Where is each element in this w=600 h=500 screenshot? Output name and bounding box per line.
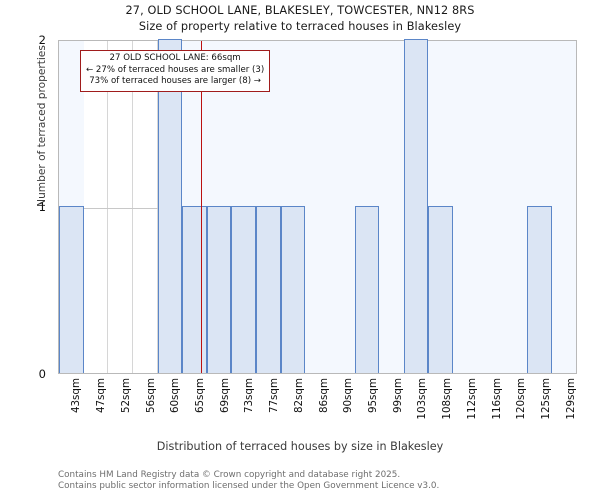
x-axis-tick-label: 47sqm [95, 378, 108, 414]
x-axis-tick: 52sqm [107, 378, 132, 434]
x-axis-tick: 56sqm [132, 378, 157, 434]
histogram-bar [256, 206, 281, 373]
histogram-bar [182, 206, 207, 373]
histogram-bin [551, 41, 577, 373]
x-axis-tick: 82sqm [280, 378, 305, 434]
bin-background-shade [502, 41, 527, 373]
x-axis-tick-label: 108sqm [441, 378, 454, 420]
x-axis-tick: 103sqm [404, 378, 429, 434]
annotation-line-2: ← 27% of terraced houses are smaller (3) [86, 64, 265, 75]
histogram-bar [428, 206, 453, 373]
histogram-bin [477, 41, 503, 373]
x-axis-tick-label: 103sqm [416, 378, 429, 420]
histogram-bin [231, 41, 256, 373]
histogram-bin [453, 41, 478, 373]
x-axis-tick: 116sqm [478, 378, 503, 434]
x-axis-tick: 60sqm [157, 378, 182, 434]
bin-background-shade [477, 41, 503, 373]
footer-line-1: Contains HM Land Registry data © Crown c… [58, 470, 401, 480]
histogram-bin [502, 41, 527, 373]
x-axis-tick-label: 129sqm [564, 378, 577, 420]
histogram-bin [305, 41, 330, 373]
x-axis-tick-labels: 43sqm 47sqm 52sqm 56sqm 60sqm 65sqm 69sqm 73sqm… [58, 378, 577, 434]
x-axis-tick: 129sqm [552, 378, 577, 434]
histogram-bar [206, 206, 232, 373]
x-axis-tick: 47sqm [83, 378, 108, 434]
page-subtitle: Size of property relative to terraced ho… [138, 20, 462, 33]
x-axis-tick-label: 43sqm [70, 378, 83, 414]
x-axis-tick-label: 120sqm [515, 378, 528, 420]
page-title: 27, OLD SCHOOL LANE, BLAKESLEY, TOWCESTE… [125, 4, 475, 17]
histogram-bin [354, 41, 380, 373]
histogram-bar [526, 206, 552, 373]
y-axis-tick: 1 [38, 200, 46, 214]
x-axis-tick: 73sqm [231, 378, 256, 434]
x-axis-tick: 90sqm [330, 378, 355, 434]
x-axis-tick: 120sqm [503, 378, 528, 434]
x-axis-tick-label: 125sqm [540, 378, 553, 420]
histogram-bin [526, 41, 552, 373]
histogram-bar [403, 39, 429, 373]
x-axis-tick-label: 90sqm [342, 378, 355, 414]
histogram-bin [206, 41, 232, 373]
plot-area [58, 39, 577, 374]
footer-line-2: Contains public sector information licen… [58, 481, 440, 491]
attribution-footer: Contains HM Land Registry data © Crown c… [58, 470, 598, 492]
histogram-bin [329, 41, 355, 373]
x-axis-tick: 95sqm [355, 378, 380, 434]
x-axis-tick-label: 112sqm [465, 378, 478, 420]
histogram-bin [428, 41, 453, 373]
x-axis-tick: 77sqm [256, 378, 281, 434]
x-axis-tick: 69sqm [206, 378, 231, 434]
x-axis-tick-label: 77sqm [268, 378, 281, 414]
x-axis-tick-label: 73sqm [243, 378, 256, 414]
bin-background-shade [453, 41, 478, 373]
highlight-annotation: 27 OLD SCHOOL LANE: 66sqm ← 27% of terra… [80, 50, 271, 92]
x-axis-tick: 99sqm [379, 378, 404, 434]
x-axis-tick-label: 86sqm [317, 378, 330, 414]
x-axis-tick-label: 116sqm [490, 378, 503, 420]
bin-background-shade [551, 41, 577, 373]
x-axis-tick: 65sqm [182, 378, 207, 434]
y-axis-tick-labels: 0 1 2 [0, 33, 52, 381]
histogram-bin [256, 41, 281, 373]
chart-title-block: 27, OLD SCHOOL LANE, BLAKESLEY, TOWCESTE… [0, 3, 600, 35]
x-axis-tick: 125sqm [528, 378, 553, 434]
histogram-bar [157, 39, 183, 373]
x-axis-tick-label: 65sqm [193, 378, 206, 414]
x-axis-tick-label: 82sqm [292, 378, 305, 414]
annotation-line-1: 27 OLD SCHOOL LANE: 66sqm [109, 53, 241, 63]
annotation-line-3: 73% of terraced houses are larger (8) → [89, 76, 261, 86]
x-axis-tick-label: 95sqm [366, 378, 379, 414]
x-axis-tick: 112sqm [454, 378, 479, 434]
histogram-bin [280, 41, 306, 373]
x-axis-title: Distribution of terraced houses by size … [156, 440, 444, 453]
x-axis-tick-label: 69sqm [218, 378, 231, 414]
bin-background-shade [329, 41, 355, 373]
highlight-line [201, 41, 203, 373]
bin-background-shade [379, 41, 404, 373]
histogram-bin [59, 41, 84, 373]
histogram-bar [231, 206, 256, 373]
histogram-bin [182, 41, 207, 373]
x-axis-tick-label: 60sqm [169, 378, 182, 414]
x-axis-tick-label: 56sqm [144, 378, 157, 414]
histogram-bin [403, 39, 429, 373]
histogram-bin [379, 41, 404, 373]
histogram-bar [280, 206, 306, 373]
x-axis-tick: 86sqm [305, 378, 330, 434]
x-axis-tick: 108sqm [429, 378, 454, 434]
histogram-bar [59, 206, 84, 373]
bin-background-shade [305, 41, 330, 373]
histogram-bar [354, 206, 380, 373]
x-axis-tick-label: 52sqm [119, 378, 132, 414]
x-axis-tick: 43sqm [58, 378, 83, 434]
x-axis-tick-label: 99sqm [391, 378, 404, 414]
histogram-bars [59, 39, 577, 373]
y-axis-tick: 2 [38, 33, 46, 47]
y-axis-tick: 0 [38, 367, 46, 381]
histogram-bin [157, 39, 183, 373]
